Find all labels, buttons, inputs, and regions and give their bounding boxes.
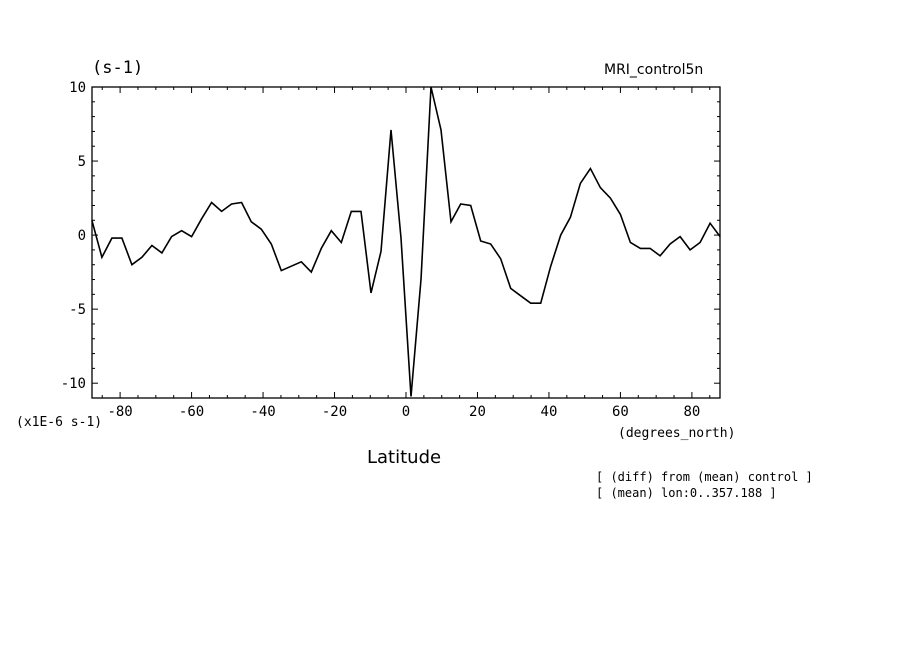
axis-tick-labels: -80 -60 -40 -20 0 20 40 60 80 -10 -5 0 5 10 [61,80,701,420]
y-tick-label: 10 [69,80,86,96]
x-tick-label: -60 [179,404,204,420]
plot-frame [91,86,721,399]
y-tick-label: 0 [78,228,86,244]
y-tick-label: -5 [69,302,86,318]
y-axis-title: (s-1) [92,58,144,78]
dataset-label: MRI_control5n [604,62,704,78]
x-tick-label: 0 [402,404,410,420]
x-tick-label: 20 [469,404,486,420]
x-tick-label: -20 [322,404,347,420]
x-tick-label: 60 [612,404,629,420]
x-tick-label: -80 [107,404,132,420]
x-axis-title: Latitude [367,447,442,468]
y-tick-label: 5 [78,154,86,170]
series-line [91,86,721,397]
x-tick-label: 40 [541,404,558,420]
note-mean-lon: [ (mean) lon:0..357.188 ] [596,486,777,500]
x-tick-label: -40 [250,404,275,420]
y-tick-label: -10 [61,376,86,392]
x-units-label: (degrees_north) [618,426,736,441]
note-diff: [ (diff) from (mean) control ] [596,470,813,484]
y-scale-label: (x1E-6 s-1) [16,415,103,430]
axis-ticks [92,86,720,399]
x-tick-label: 80 [683,404,700,420]
